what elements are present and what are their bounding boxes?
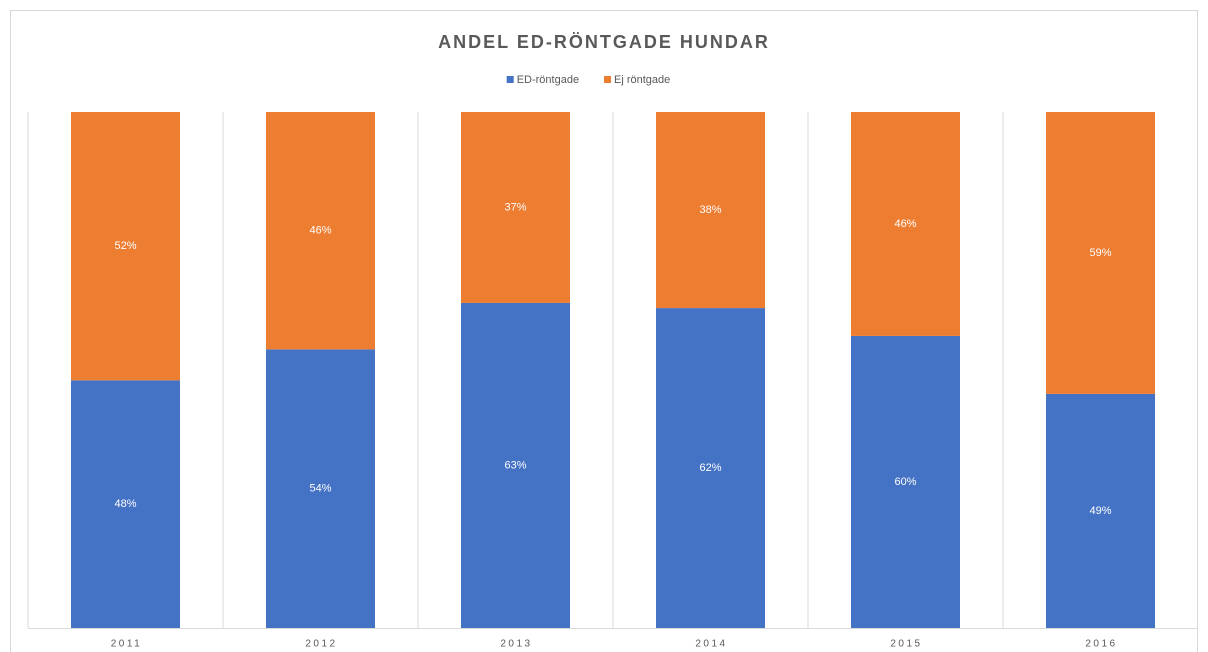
legend-label: Ej röntgade — [614, 74, 670, 86]
bar-segment — [266, 349, 375, 628]
bar-segment — [71, 380, 180, 628]
legend-swatch — [506, 76, 514, 83]
data-label: 59% — [1089, 247, 1111, 259]
bar-segment — [1046, 112, 1155, 394]
x-tick-label: 2013 — [500, 639, 532, 650]
bar-segment — [1046, 393, 1155, 628]
data-label: 62% — [699, 462, 721, 474]
chart-border — [10, 10, 1198, 652]
bar-segment — [266, 112, 375, 350]
bar-segment — [461, 302, 570, 628]
x-tick-label: 2015 — [890, 639, 922, 650]
legend-label: ED-röntgade — [517, 74, 579, 86]
x-tick-label: 2014 — [695, 639, 727, 650]
bar-segment — [656, 308, 765, 628]
chart-title: ANDEL ED-RÖNTGADE HUNDAR — [438, 32, 770, 52]
data-label: 52% — [114, 240, 136, 252]
data-label: 46% — [309, 225, 331, 237]
bar-segment — [461, 112, 570, 303]
bar-segment — [851, 335, 960, 628]
legend-swatch — [604, 76, 611, 83]
data-label: 46% — [894, 218, 916, 230]
bar-segment — [656, 112, 765, 309]
data-label: 54% — [309, 483, 331, 495]
bar-segment — [851, 112, 960, 336]
x-tick-label: 2016 — [1085, 639, 1117, 650]
x-tick-label: 2011 — [111, 639, 143, 650]
data-label: 37% — [504, 201, 526, 213]
data-label: 63% — [504, 459, 526, 471]
data-label: 48% — [114, 498, 136, 510]
x-tick-label: 2012 — [305, 639, 337, 650]
bar-segment — [71, 112, 180, 381]
data-label: 49% — [1089, 505, 1111, 517]
data-label: 38% — [699, 204, 721, 216]
data-label: 60% — [894, 476, 916, 488]
